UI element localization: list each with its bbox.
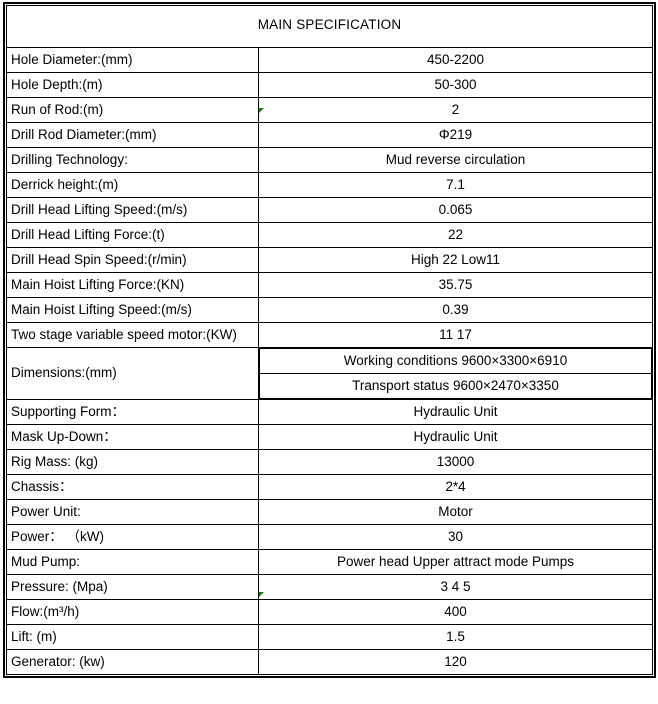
table-row: Power Unit: Motor: [6, 499, 653, 525]
row-label: Hole Depth:(m): [6, 72, 259, 98]
row-label: Drill Head Spin Speed:(r/min): [6, 247, 259, 273]
row-value: 35.75: [258, 272, 653, 298]
row-value: 2*4: [258, 474, 653, 500]
title-row: MAIN SPECIFICATION: [6, 5, 653, 48]
row-value: 0.39: [258, 297, 653, 323]
row-label-dimensions: Dimensions:(mm): [6, 347, 259, 400]
row-label: Main Hoist Lifting Speed:(m/s): [6, 297, 259, 323]
row-label: Derrick height:(m): [6, 172, 259, 198]
row-value: 22: [258, 222, 653, 248]
row-label: Drill Rod Diameter:(mm): [6, 122, 259, 148]
table-row: Hole Depth:(m) 50-300: [6, 72, 653, 98]
row-label: Drilling Technology:: [6, 147, 259, 173]
table-row: Chassis： 2*4: [6, 474, 653, 500]
row-label: Generator: (kw): [6, 649, 259, 675]
row-value: 120: [258, 649, 653, 675]
row-value: 3 4 5: [258, 574, 653, 600]
table-row: Derrick height:(m) 7.1: [6, 172, 653, 198]
row-label: Main Hoist Lifting Force:(KN): [6, 272, 259, 298]
row-label: Two stage variable speed motor:(KW): [6, 322, 259, 348]
row-value: Mud reverse circulation: [258, 147, 653, 173]
row-value: Power head Upper attract mode Pumps: [258, 549, 653, 575]
table-row: Flow:(m³/h) 400: [6, 599, 653, 625]
table-row: Mud Pump: Power head Upper attract mode …: [6, 549, 653, 575]
table-row: Two stage variable speed motor:(KW) 11 1…: [6, 322, 653, 348]
row-label: Power Unit:: [6, 499, 259, 525]
row-label: Pressure: (Mpa): [6, 574, 259, 600]
row-value: Hydraulic Unit: [258, 399, 653, 425]
table-row: Drill Head Spin Speed:(r/min) High 22 Lo…: [6, 247, 653, 273]
row-value: 7.1: [258, 172, 653, 198]
table-row: Hole Diameter:(mm) 450-2200: [6, 47, 653, 73]
table-row: Supporting Form： Hydraulic Unit: [6, 399, 653, 425]
row-label: Lift: (m): [6, 624, 259, 650]
table-row: Drill Head Lifting Speed:(m/s) 0.065: [6, 197, 653, 223]
table-row: Power： （kW) 30: [6, 524, 653, 550]
table-row: Lift: (m) 1.5: [6, 624, 653, 650]
dimension-working-conditions: Working conditions 9600×3300×6910: [259, 348, 652, 374]
row-value: 13000: [258, 449, 653, 475]
row-label: Mud Pump:: [6, 549, 259, 575]
row-label: Chassis：: [6, 474, 259, 500]
table-row: Rig Mass: (kg) 13000: [6, 449, 653, 475]
row-value: Φ219: [258, 122, 653, 148]
table-row: Mask Up-Down： Hydraulic Unit: [6, 424, 653, 450]
row-label: Supporting Form：: [6, 399, 259, 425]
spec-table-body: MAIN SPECIFICATION Hole Diameter:(mm) 45…: [6, 5, 653, 675]
row-label: Flow:(m³/h): [6, 599, 259, 625]
row-label: Drill Head Lifting Force:(t): [6, 222, 259, 248]
page-title: MAIN SPECIFICATION: [6, 5, 653, 48]
table-row: Generator: (kw) 120: [6, 649, 653, 675]
row-value: 400: [258, 599, 653, 625]
row-value: 0.065: [258, 197, 653, 223]
row-value: 450-2200: [258, 47, 653, 73]
table-row: Main Hoist Lifting Force:(KN) 35.75: [6, 272, 653, 298]
row-label: Rig Mass: (kg): [6, 449, 259, 475]
row-value: 2: [258, 97, 653, 123]
row-label: Mask Up-Down：: [6, 424, 259, 450]
row-label: Drill Head Lifting Speed:(m/s): [6, 197, 259, 223]
row-label: Run of Rod:(m): [6, 97, 259, 123]
main-specification-table: MAIN SPECIFICATION Hole Diameter:(mm) 45…: [3, 2, 656, 678]
row-label: Hole Diameter:(mm): [6, 47, 259, 73]
table-row: Main Hoist Lifting Speed:(m/s) 0.39: [6, 297, 653, 323]
dimension-transport-status: Transport status 9600×2470×3350: [259, 373, 652, 399]
table-row: Pressure: (Mpa) 3 4 5: [6, 574, 653, 600]
row-value: 50-300: [258, 72, 653, 98]
row-value: 11 17: [258, 322, 653, 348]
table-row-dimensions: Dimensions:(mm) Working conditions 9600×…: [6, 347, 653, 400]
dimensions-value-stack: Working conditions 9600×3300×6910 Transp…: [259, 348, 652, 399]
row-value: Motor: [258, 499, 653, 525]
table-row: Run of Rod:(m) 2: [6, 97, 653, 123]
row-value: Hydraulic Unit: [258, 424, 653, 450]
row-value: 1.5: [258, 624, 653, 650]
table-row: Drill Head Lifting Force:(t) 22: [6, 222, 653, 248]
row-label: Power： （kW): [6, 524, 259, 550]
row-value: High 22 Low11: [258, 247, 653, 273]
row-value-dimensions: Working conditions 9600×3300×6910 Transp…: [258, 347, 653, 400]
row-value: 30: [258, 524, 653, 550]
table-row: Drilling Technology: Mud reverse circula…: [6, 147, 653, 173]
table-row: Drill Rod Diameter:(mm) Φ219: [6, 122, 653, 148]
